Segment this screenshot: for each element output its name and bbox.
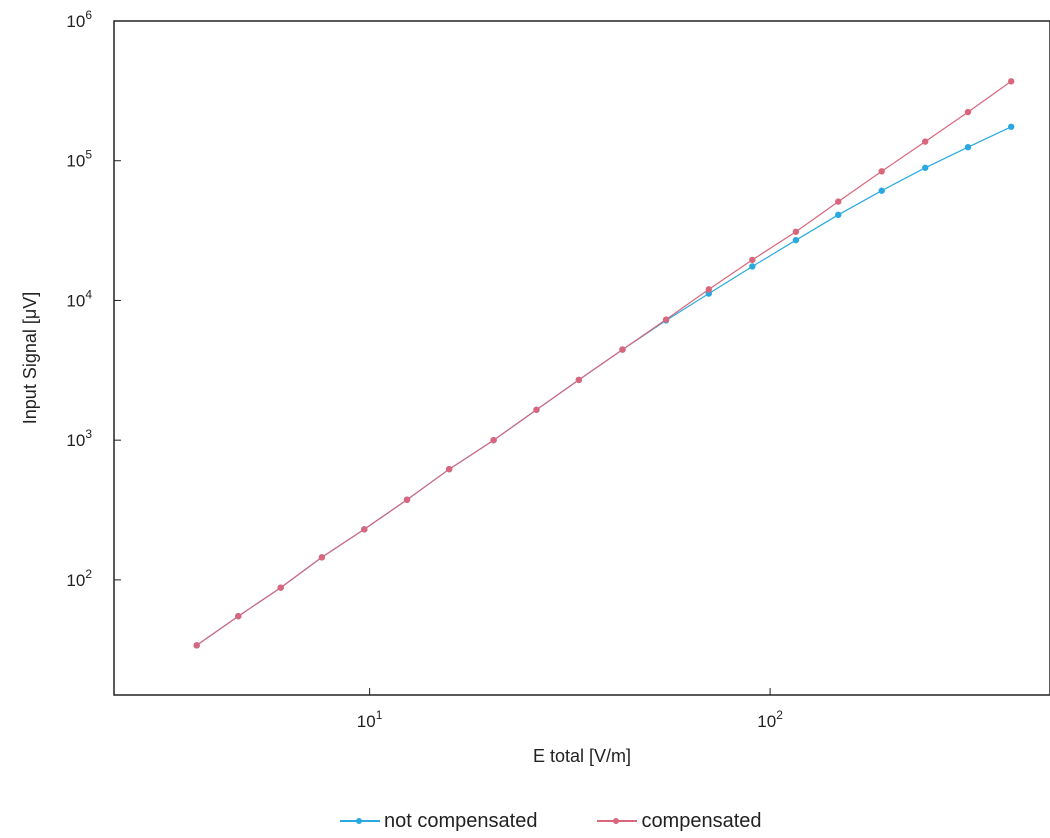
- data-point-compensated-2: [277, 584, 284, 591]
- data-point-compensated-18: [964, 108, 972, 116]
- data-point-not-compensated-14: [792, 236, 800, 244]
- data-point-not-compensated-16: [878, 187, 885, 194]
- data-point-not-compensated-13: [749, 263, 756, 270]
- y-axis-label: Input Signal [μV]: [20, 292, 40, 424]
- y-tick-label-4: 106: [66, 8, 92, 31]
- series-line-not-compensated: [196, 126, 1012, 646]
- data-point-compensated-13: [749, 256, 756, 264]
- y-tick-label-2: 104: [66, 287, 92, 310]
- data-point-compensated-1: [235, 612, 242, 620]
- data-point-compensated-17: [922, 138, 929, 145]
- legend-swatch-compensated: [597, 814, 638, 828]
- legend-item-compensated: compensated: [597, 809, 762, 833]
- series-line-compensated: [196, 80, 1012, 646]
- data-point-compensated-6: [445, 465, 453, 473]
- data-point-compensated-14: [792, 228, 800, 235]
- data-point-not-compensated-18: [964, 143, 972, 151]
- data-point-compensated-5: [403, 496, 411, 503]
- data-point-compensated-3: [318, 554, 326, 561]
- data-point-not-compensated-19: [1007, 123, 1015, 130]
- legend-label-compensated: compensated: [641, 809, 762, 832]
- data-point-compensated-15: [835, 198, 842, 205]
- legend-swatch-not-compensated: [340, 814, 380, 828]
- data-point-compensated-0: [193, 642, 200, 649]
- y-tick-label-0: 102: [66, 567, 92, 590]
- legend-item-not-compensated: not compensated: [340, 810, 537, 833]
- data-point-compensated-16: [878, 168, 885, 175]
- x-axis: 101 102: [357, 688, 783, 731]
- y-tick-label-3: 105: [66, 148, 92, 171]
- data-point-compensated-12: [705, 286, 712, 293]
- data-point-compensated-10: [619, 346, 626, 353]
- legend: not compensated compensated: [340, 806, 822, 836]
- data-point-compensated-19: [1007, 78, 1015, 85]
- series-layer: [193, 78, 1015, 649]
- data-point-compensated-7: [490, 436, 497, 444]
- x-tick-label-0: 101: [357, 708, 383, 731]
- legend-label-not-compensated: not compensated: [384, 809, 538, 832]
- x-tick-label-1: 102: [757, 708, 783, 731]
- data-point-compensated-11: [662, 316, 670, 323]
- data-point-not-compensated-17: [922, 164, 929, 171]
- y-axis: 102 103 104 105 106: [66, 8, 121, 590]
- y-tick-label-1: 103: [66, 427, 92, 450]
- data-point-compensated-8: [533, 406, 540, 413]
- data-point-compensated-9: [575, 376, 583, 384]
- plot-area-frame: [113, 20, 1050, 696]
- x-axis-label: E total [V/m]: [533, 746, 631, 766]
- data-point-compensated-4: [361, 526, 368, 533]
- data-point-not-compensated-15: [835, 211, 842, 219]
